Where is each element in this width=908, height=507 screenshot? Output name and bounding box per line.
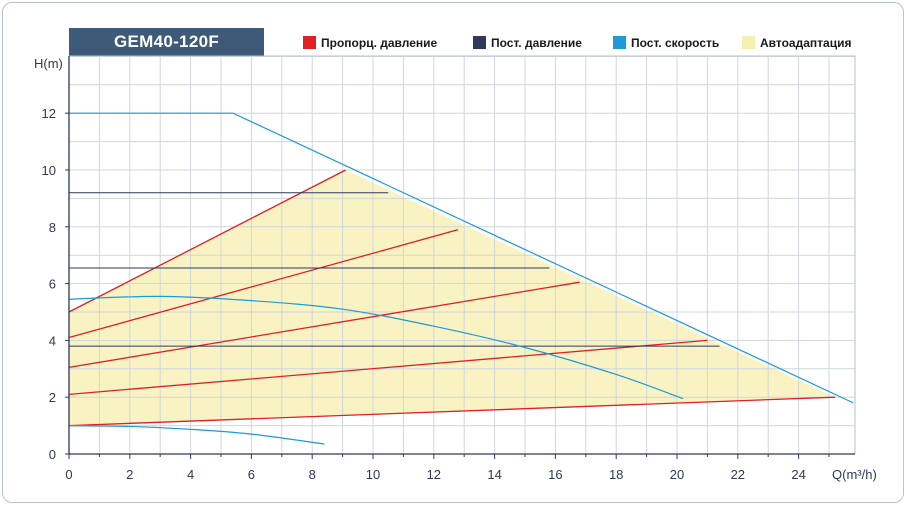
y-axis-label: H(m) [34,56,63,71]
x-tick-label: 0 [65,467,72,482]
series-line-0-3 [68,339,708,396]
x-tick-label: 10 [366,467,380,482]
legend-swatch-navy [473,36,486,49]
x-axis-label: Q(m³/h) [832,467,877,482]
y-tick-label: 12 [42,106,56,121]
x-tick-label: 6 [248,467,255,482]
x-tick-label: 16 [548,467,562,482]
legend-swatch-yellow [742,36,755,49]
legend-item-constant-speed: Пост. скорость [613,36,719,50]
legend-swatch-red [303,36,316,49]
series-line-2-1 [68,295,684,400]
y-tick-label: 0 [49,447,56,462]
y-tick-label: 8 [49,220,56,235]
series-line-0-2 [68,281,580,369]
x-tick-label: 22 [731,467,745,482]
legend-item-autoadapt: Автоадаптация [742,36,851,50]
x-tick-label: 8 [309,467,316,482]
series-line-0-0 [68,169,346,313]
x-tick-label: 24 [791,467,805,482]
legend-item-constant-pressure: Пост. давление [473,36,582,50]
x-tick-label: 2 [126,467,133,482]
chart-title: GEM40-120F [69,28,264,56]
series-line-2-0 [69,112,854,404]
series-line-0-1 [68,229,459,339]
x-tick-label: 20 [670,467,684,482]
y-tick-label: 4 [49,333,56,348]
legend-item-proportional-pressure: Пропорц. давление [303,36,437,50]
legend-label: Автоадаптация [760,36,852,50]
x-tick-label: 4 [187,467,194,482]
x-tick-label: 12 [427,467,441,482]
y-tick-label: 6 [49,277,56,292]
series-line-0-4 [68,396,836,427]
legend-swatch-blue [613,36,626,49]
legend-label: Пост. скорость [631,36,720,50]
autoadapt-region [69,170,836,426]
legend-label: Пропорц. давление [321,36,438,50]
x-tick-label: 18 [609,467,623,482]
y-tick-label: 2 [49,390,56,405]
x-tick-label: 14 [487,467,501,482]
y-tick-label: 10 [42,163,56,178]
series-line-2-2 [68,425,325,445]
legend-label: Пост. давление [491,36,582,50]
